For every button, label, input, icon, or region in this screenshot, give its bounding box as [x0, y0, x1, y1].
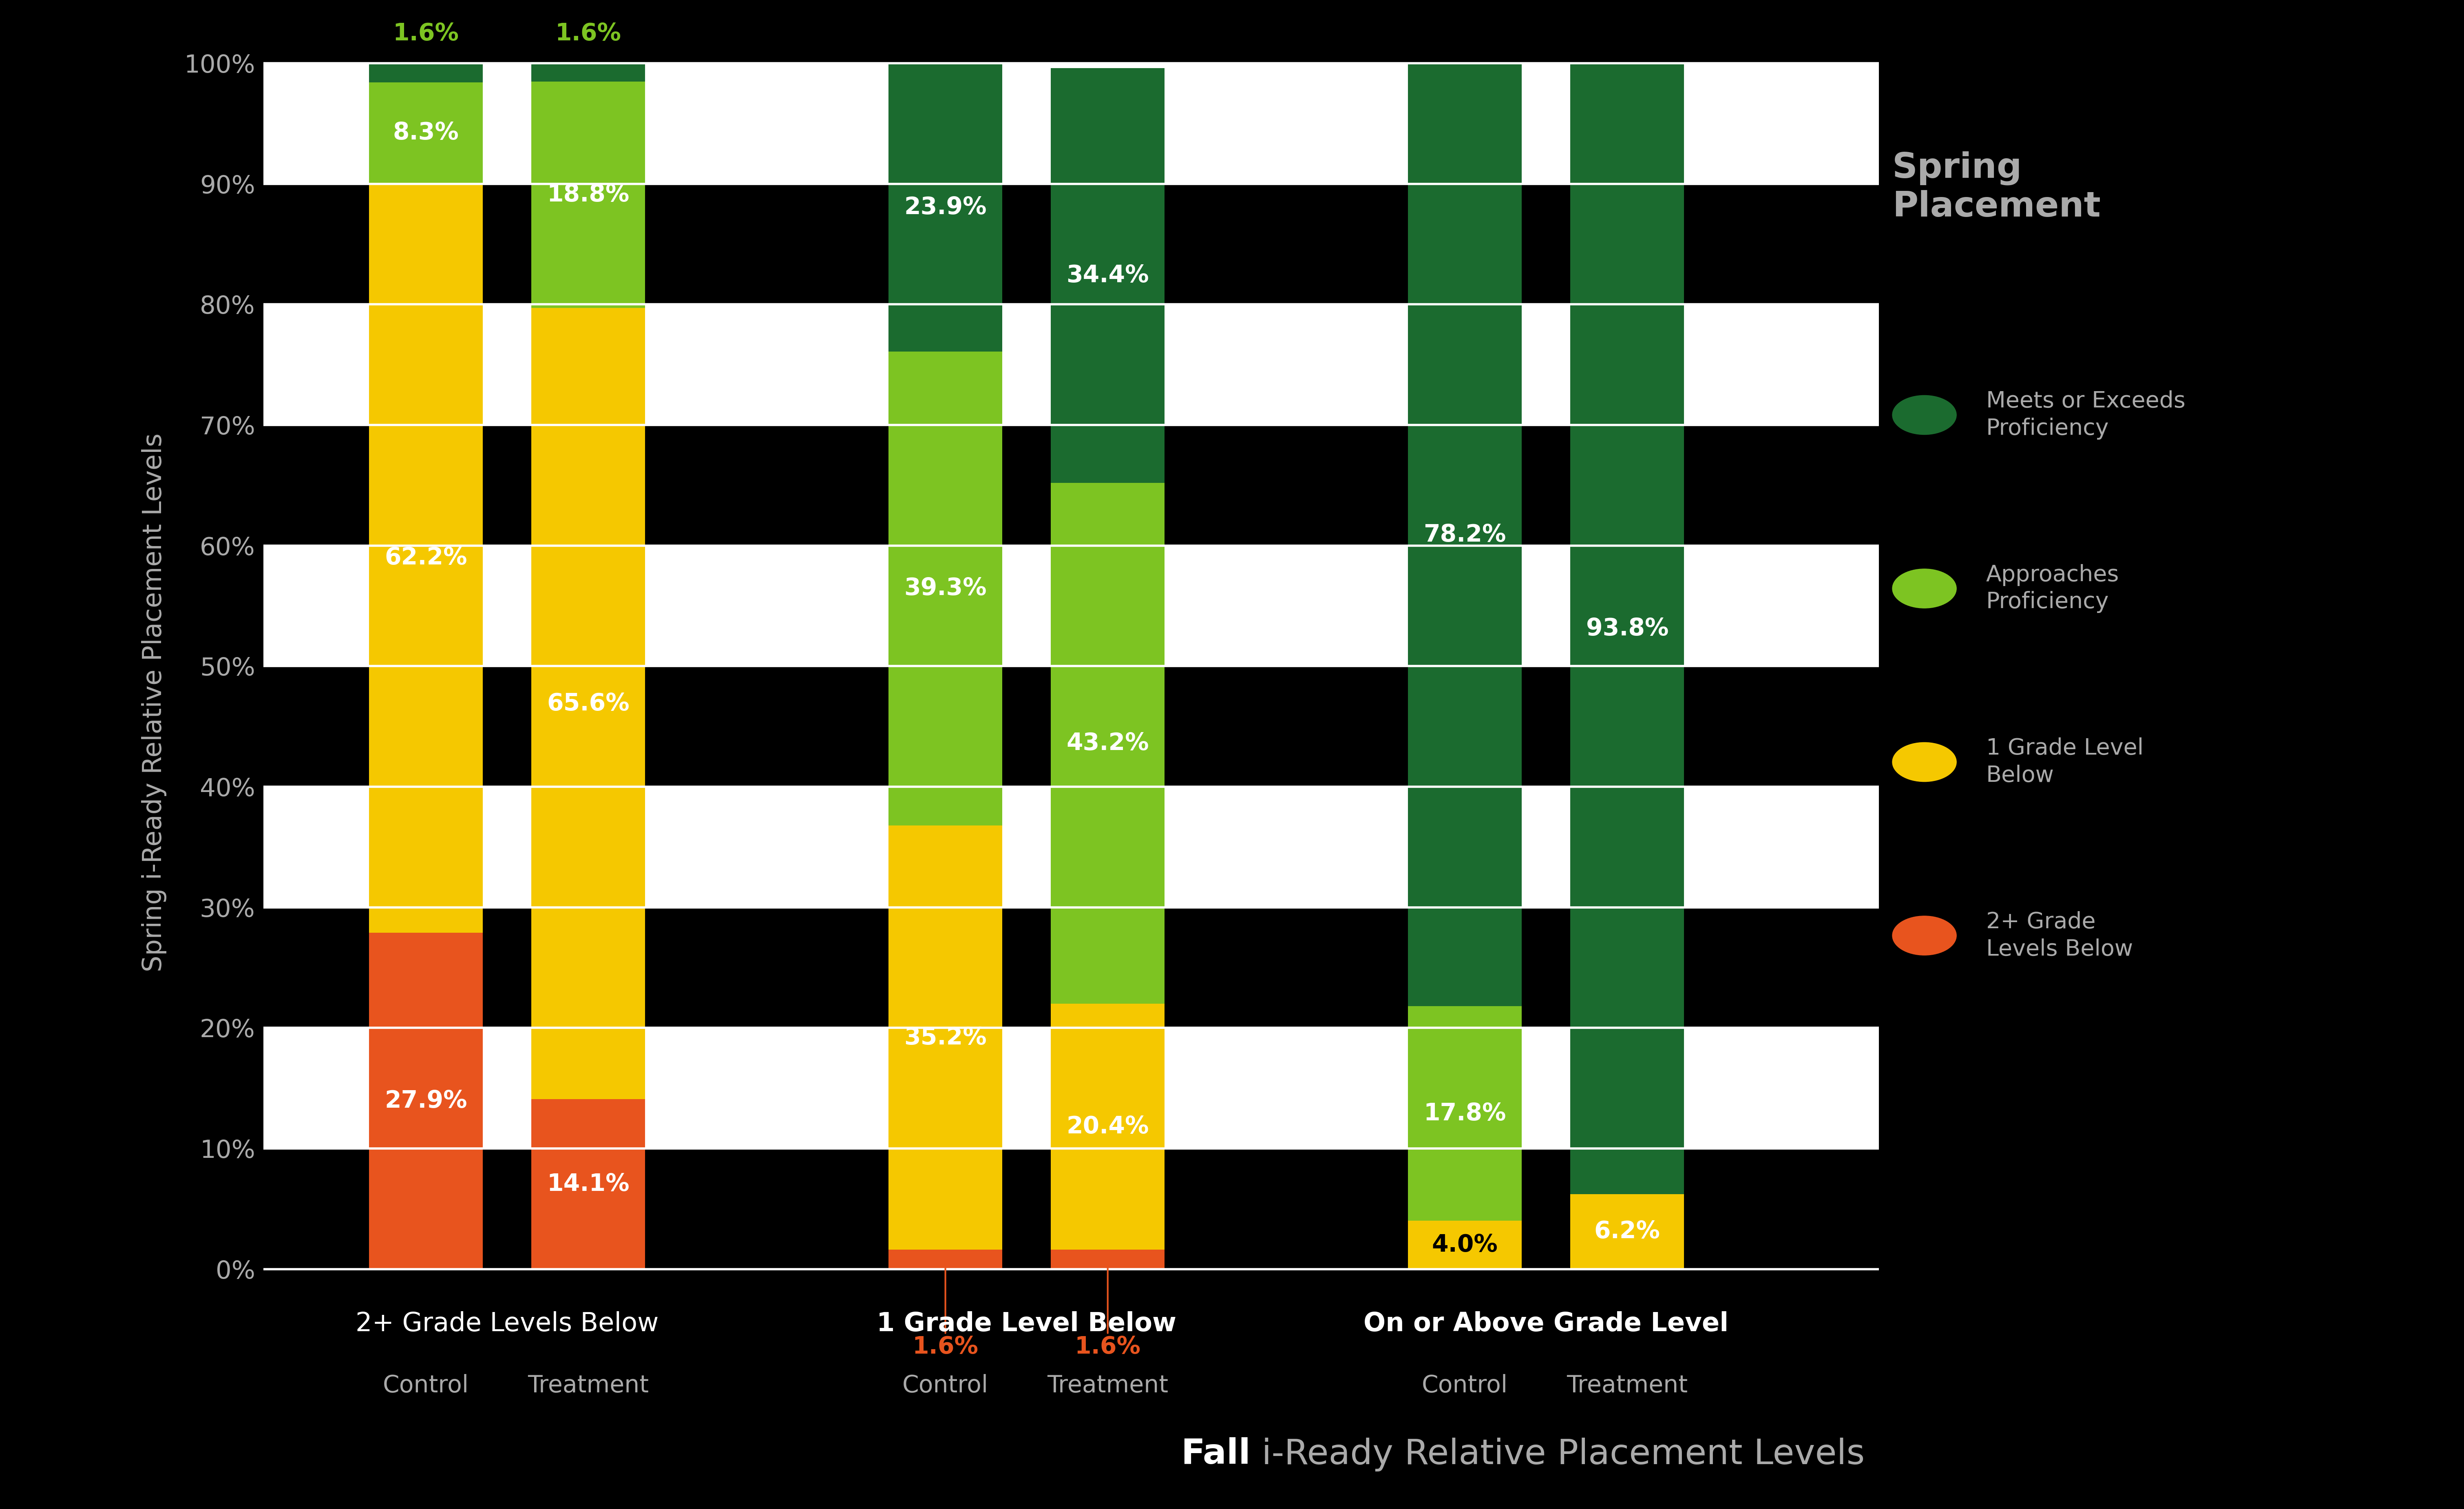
Text: 23.9%: 23.9%	[904, 196, 986, 219]
Text: 43.2%: 43.2%	[1067, 732, 1148, 754]
Text: 62.2%: 62.2%	[384, 546, 468, 569]
Text: 6.2%: 6.2%	[1594, 1221, 1661, 1243]
Text: 1.6%: 1.6%	[392, 23, 458, 45]
Bar	[264, 1148, 1880, 1269]
Bar	[532, 308, 646, 1099]
Bar	[532, 1099, 646, 1269]
Bar	[264, 305, 1880, 426]
Text: 27.9%: 27.9%	[384, 1089, 468, 1112]
Bar	[1407, 1007, 1523, 1221]
Bar	[264, 184, 1880, 305]
Text: 1.6%: 1.6%	[1074, 1260, 1141, 1358]
Y-axis label: Spring i-Ready Relative Placement Levels: Spring i-Ready Relative Placement Levels	[140, 433, 168, 972]
Text: 17.8%: 17.8%	[1424, 1102, 1506, 1126]
Text: 78.2%: 78.2%	[1424, 524, 1506, 546]
Bar	[1407, 63, 1523, 1007]
Text: 1 Grade Level
Below: 1 Grade Level Below	[1986, 738, 2144, 786]
Bar	[264, 63, 1880, 184]
Text: 8.3%: 8.3%	[392, 121, 458, 145]
Bar	[890, 63, 1003, 352]
Bar	[264, 786, 1880, 907]
Bar	[532, 81, 646, 308]
Bar	[264, 546, 1880, 665]
Text: i-Ready Relative Placement Levels: i-Ready Relative Placement Levels	[1249, 1438, 1865, 1471]
Bar	[370, 933, 483, 1269]
Text: 18.8%: 18.8%	[547, 183, 628, 207]
Text: 65.6%: 65.6%	[547, 693, 631, 715]
Text: On or Above Grade Level: On or Above Grade Level	[1363, 1311, 1730, 1337]
Text: 4.0%: 4.0%	[1432, 1233, 1498, 1257]
Bar	[1570, 63, 1683, 1194]
Bar	[890, 352, 1003, 825]
Text: 2+ Grade Levels Below: 2+ Grade Levels Below	[355, 1311, 658, 1337]
Bar	[532, 62, 646, 81]
Text: 34.4%: 34.4%	[1067, 264, 1148, 287]
Bar	[1052, 1249, 1165, 1269]
Text: Fall: Fall	[1180, 1438, 1249, 1471]
Bar	[890, 1249, 1003, 1269]
Bar	[264, 907, 1880, 1028]
Text: 1 Grade Level Below: 1 Grade Level Below	[877, 1311, 1175, 1337]
Text: 39.3%: 39.3%	[904, 576, 986, 601]
Bar	[1407, 1221, 1523, 1269]
Bar	[1052, 1003, 1165, 1249]
Bar	[370, 83, 483, 183]
Text: Meets or Exceeds
Proficiency: Meets or Exceeds Proficiency	[1986, 391, 2186, 439]
Text: 35.2%: 35.2%	[904, 1026, 986, 1049]
Bar	[1052, 68, 1165, 483]
Bar	[1570, 1194, 1683, 1269]
Bar	[890, 825, 1003, 1249]
Text: Spring
Placement: Spring Placement	[1892, 151, 2102, 225]
Bar	[264, 1028, 1880, 1148]
Bar	[370, 183, 483, 933]
Text: 14.1%: 14.1%	[547, 1172, 628, 1195]
Bar	[1052, 483, 1165, 1003]
Text: 2+ Grade
Levels Below: 2+ Grade Levels Below	[1986, 911, 2134, 960]
Text: 93.8%: 93.8%	[1587, 617, 1668, 640]
Text: 1.6%: 1.6%	[912, 1260, 978, 1358]
Text: Approaches
Proficiency: Approaches Proficiency	[1986, 564, 2119, 613]
Bar	[370, 63, 483, 83]
Text: 20.4%: 20.4%	[1067, 1115, 1148, 1138]
Bar	[264, 426, 1880, 546]
Bar	[264, 665, 1880, 786]
Text: 1.6%: 1.6%	[554, 23, 621, 45]
